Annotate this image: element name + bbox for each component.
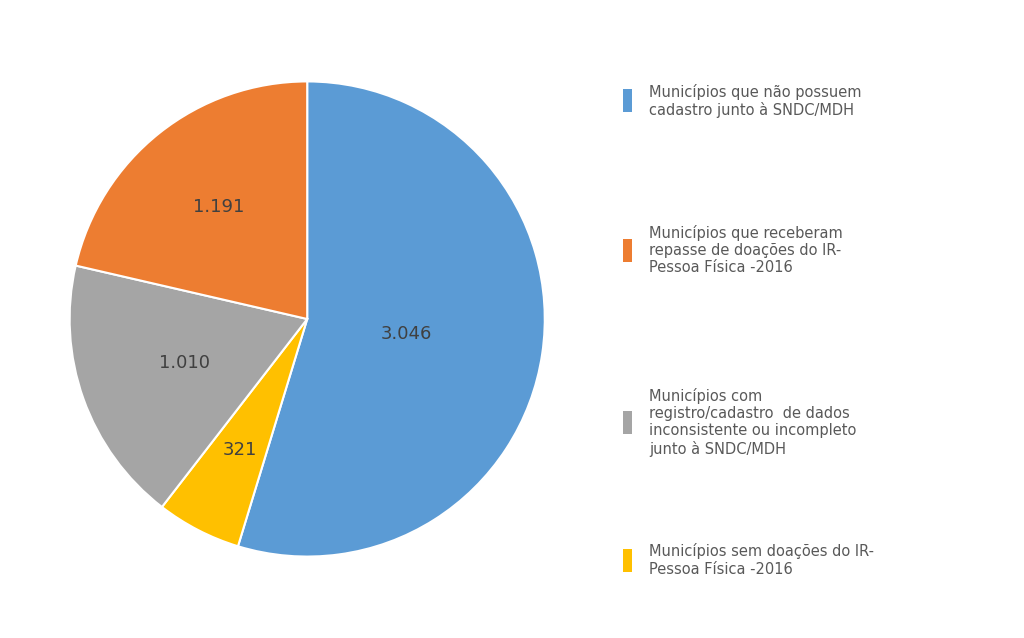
FancyBboxPatch shape bbox=[623, 89, 633, 112]
FancyBboxPatch shape bbox=[623, 239, 633, 262]
Text: Municípios com
registro/cadastro  de dados
inconsistente ou incompleto
junto à S: Municípios com registro/cadastro de dado… bbox=[649, 388, 856, 457]
Text: 321: 321 bbox=[222, 441, 257, 459]
Wedge shape bbox=[238, 82, 545, 556]
FancyBboxPatch shape bbox=[623, 411, 633, 434]
Text: 3.046: 3.046 bbox=[380, 325, 431, 343]
Text: Municípios que não possuem
cadastro junto à SNDC/MDH: Municípios que não possuem cadastro junt… bbox=[649, 84, 861, 118]
FancyBboxPatch shape bbox=[623, 549, 633, 572]
Wedge shape bbox=[76, 82, 307, 319]
Text: 1.191: 1.191 bbox=[193, 198, 244, 216]
Text: Municípios que receberam
repasse de doações do IR-
Pessoa Física -2016: Municípios que receberam repasse de doaç… bbox=[649, 225, 843, 276]
Text: Municípios sem doações do IR-
Pessoa Física -2016: Municípios sem doações do IR- Pessoa Fís… bbox=[649, 544, 873, 577]
Text: 1.010: 1.010 bbox=[159, 354, 210, 372]
Wedge shape bbox=[70, 265, 307, 507]
Wedge shape bbox=[162, 319, 307, 546]
